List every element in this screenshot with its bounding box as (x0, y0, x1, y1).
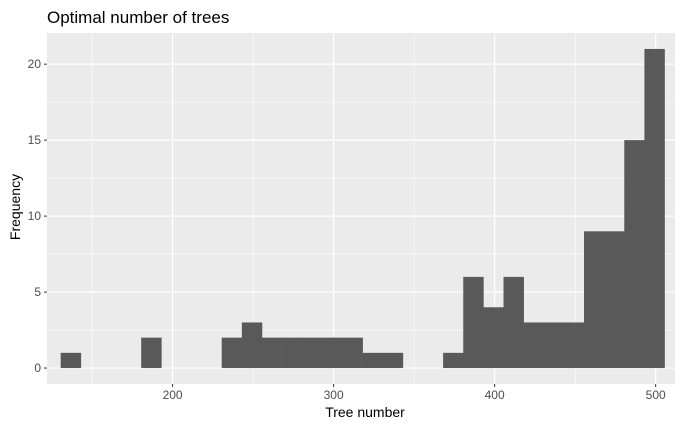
x-tick-label: 300 (324, 388, 344, 402)
histogram-bar (141, 337, 162, 369)
x-axis-title: Tree number (325, 404, 405, 420)
histogram-bar (221, 337, 243, 369)
y-tick-label: 0 (34, 361, 41, 375)
histogram-bar (463, 276, 484, 369)
histogram-bar (282, 337, 303, 369)
histogram-bar (563, 322, 585, 369)
y-tick-label: 10 (28, 209, 42, 223)
histogram-bar (624, 140, 645, 369)
histogram-bar (261, 337, 283, 369)
histogram-bar (60, 352, 82, 369)
histogram-bar (322, 337, 343, 369)
histogram-bar (523, 322, 545, 369)
histogram-bar (644, 48, 665, 369)
histogram-bar (584, 231, 605, 369)
chart-title: Optimal number of trees (47, 8, 229, 27)
x-tick-label: 200 (163, 388, 183, 402)
histogram-bar (604, 231, 625, 369)
x-tick-label: 500 (646, 388, 666, 402)
y-axis-ticks: 0 5 10 15 20 (28, 57, 47, 375)
histogram-bar (503, 276, 524, 369)
y-tick-label: 5 (34, 285, 41, 299)
histogram-bar (241, 322, 263, 369)
histogram-bar (443, 352, 464, 369)
histogram-bars (60, 48, 665, 369)
y-tick-label: 20 (28, 57, 42, 71)
histogram-bar (342, 337, 363, 369)
histogram-bar (543, 322, 565, 369)
histogram-bar (483, 307, 504, 369)
histogram-bar (302, 337, 323, 369)
x-tick-label: 400 (485, 388, 505, 402)
y-axis-title: Frequency (7, 174, 23, 240)
x-axis-ticks: 200 300 400 500 (163, 384, 666, 402)
histogram-bar (382, 352, 404, 369)
histogram-bar (362, 352, 384, 369)
minor-gridlines (47, 33, 675, 384)
y-tick-label: 15 (28, 133, 42, 147)
